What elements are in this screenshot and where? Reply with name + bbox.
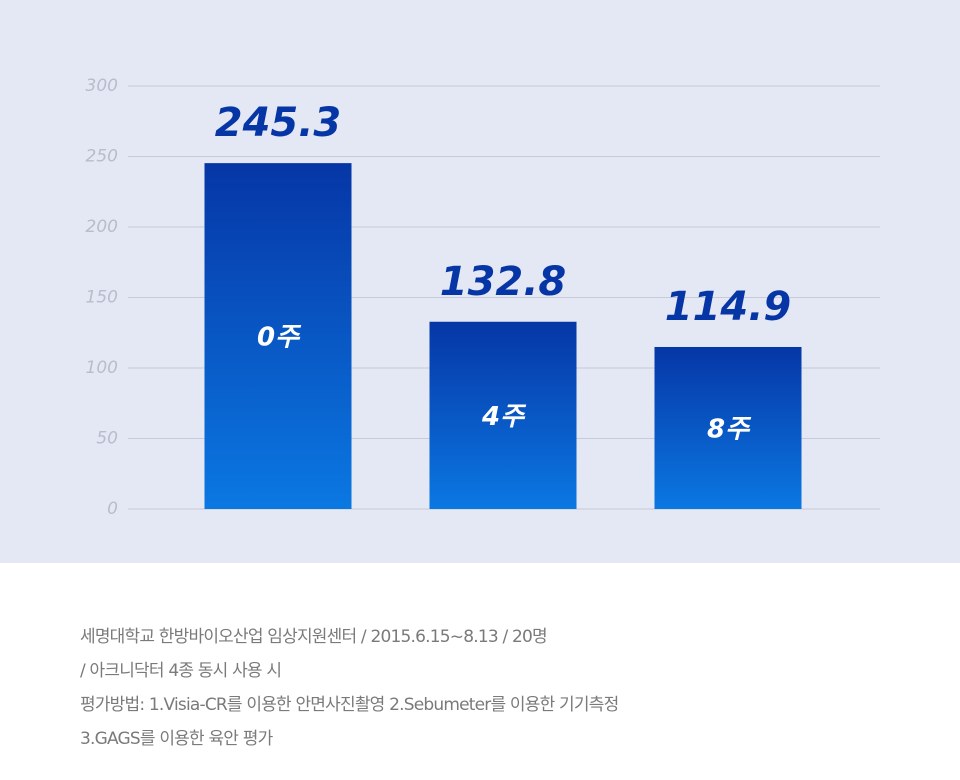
footnote: 평가방법: 1.Visia-CR를 이용한 안면사진촬영 2.Sebumeter… [80,695,619,715]
y-tick-label: 250 [86,147,118,167]
footnote: 세명대학교 한방바이오산업 임상지원센터 / 2015.6.15~8.13 / … [80,627,548,647]
value-label: 245.3 [215,100,342,146]
category-label: 4주 [481,402,527,432]
bar [654,346,802,509]
category-label: 0주 [257,323,302,353]
category-label: 8주 [707,414,752,444]
bar [429,321,577,509]
chart: 0 50 100 150 200 250 300 245.3 0주 132.8 4주 114.9 8주 [0,0,960,563]
footnotes: 세명대학교 한방바이오산업 임상지원센터 / 2015.6.15~8.13 / … [80,620,619,756]
y-tick-label: 200 [86,217,118,237]
footnote: / 아크니닥터 4종 동시 사용 시 [80,661,282,681]
value-label: 132.8 [440,259,567,305]
bar [204,163,352,509]
y-tick-label: 300 [86,76,118,96]
y-tick-label: 50 [96,429,118,449]
footnote: 3.GAGS를 이용한 육안 평가 [80,729,273,749]
y-tick-label: 0 [107,499,118,519]
y-tick-label: 100 [86,358,118,378]
value-label: 114.9 [665,284,792,330]
y-tick-label: 150 [86,288,118,308]
